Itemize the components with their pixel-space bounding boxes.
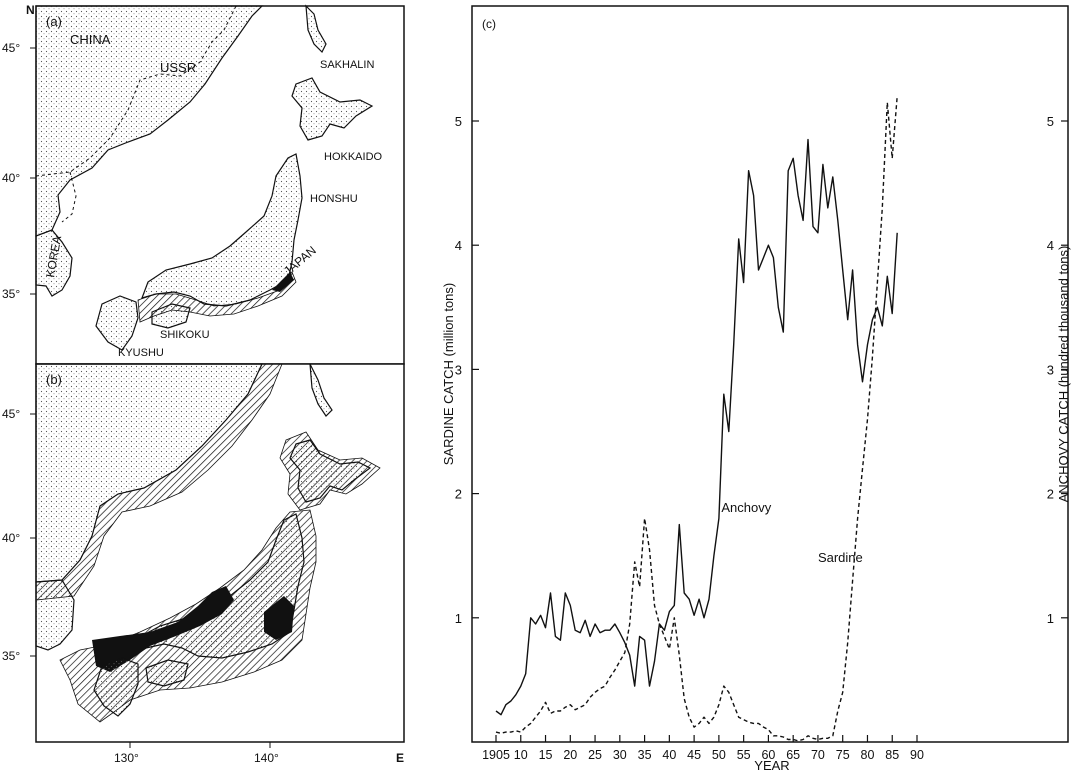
x-tick-label-45: 45 <box>687 748 701 762</box>
series-line-anchovy <box>496 140 897 715</box>
map-a-lat-35: 35° <box>2 287 20 301</box>
y-tick-label-right-2: 2 <box>1047 487 1054 502</box>
y-tick-label-left-1: 1 <box>455 611 462 626</box>
x-tick-label-25: 25 <box>588 748 602 762</box>
x-tick-label-1905: 1905 <box>482 748 510 762</box>
x-tick-label-85: 85 <box>885 748 899 762</box>
map-b-label: (b) <box>46 372 62 387</box>
x-tick-label-75: 75 <box>836 748 850 762</box>
x-tick-label-70: 70 <box>811 748 825 762</box>
map-b-lat-40: 40° <box>2 531 20 545</box>
map-b-lon-130: 130° <box>114 751 139 765</box>
x-tick-label-50: 50 <box>712 748 726 762</box>
place-china: CHINA <box>70 32 111 47</box>
series-label-sardine: Sardine <box>818 550 863 565</box>
x-tick-label-90: 90 <box>910 748 924 762</box>
x-tick-label-80: 80 <box>861 748 875 762</box>
y-tick-label-right-4: 4 <box>1047 238 1054 253</box>
x-tick-label-30: 30 <box>613 748 627 762</box>
map-a-lat-40: 40° <box>2 171 20 185</box>
map-b-lat-35: 35° <box>2 649 20 663</box>
map-panel-a: (a) N CHINA USSR SAKHALIN HOKKAIDO HONSH… <box>2 3 404 364</box>
x-axis-label: YEAR <box>754 758 789 771</box>
place-ussr: USSR <box>160 60 196 75</box>
x-tick-label-10: 10 <box>514 748 528 762</box>
series-line-sardine <box>496 96 897 741</box>
x-tick-label-15: 15 <box>539 748 553 762</box>
x-tick-label-55: 55 <box>737 748 751 762</box>
place-shikoku: SHIKOKU <box>160 329 210 341</box>
y-tick-label-left-5: 5 <box>455 114 462 129</box>
y-axis-label-left: SARDINE CATCH (million tons) <box>441 283 456 466</box>
place-hokkaido: HOKKAIDO <box>324 151 383 163</box>
place-honshu: HONSHU <box>310 193 358 205</box>
y-tick-label-left-2: 2 <box>455 487 462 502</box>
y-tick-label-right-3: 3 <box>1047 362 1054 377</box>
map-a-label: (a) <box>46 14 62 29</box>
x-tick-label-40: 40 <box>662 748 676 762</box>
map-b-lat-45: 45° <box>2 407 20 421</box>
chart-panel-label: (c) <box>482 17 496 31</box>
map-panel-b: (b) 45° 40° 35° 130° 140° E <box>2 364 404 765</box>
y-tick-label-left-4: 4 <box>455 238 462 253</box>
place-sakhalin: SAKHALIN <box>320 59 374 71</box>
y-tick-label-right-1: 1 <box>1047 611 1054 626</box>
y-axis-label-right: ANCHOVY CATCH (hundred thousand tons) <box>1056 246 1071 503</box>
x-tick-label-35: 35 <box>638 748 652 762</box>
north-label: N <box>26 3 35 17</box>
map-a-lat-45: 45° <box>2 41 20 55</box>
y-tick-label-right-5: 5 <box>1047 114 1054 129</box>
x-tick-label-20: 20 <box>563 748 577 762</box>
place-kyushu: KYUSHU <box>118 347 164 359</box>
east-label: E <box>396 751 404 765</box>
series-label-anchovy: Anchovy <box>721 500 771 515</box>
map-b-lon-140: 140° <box>254 751 279 765</box>
